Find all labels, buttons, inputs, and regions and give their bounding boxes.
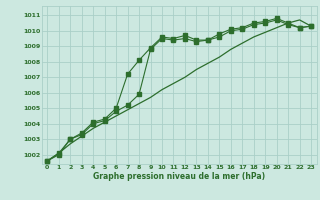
X-axis label: Graphe pression niveau de la mer (hPa): Graphe pression niveau de la mer (hPa) — [93, 172, 265, 181]
